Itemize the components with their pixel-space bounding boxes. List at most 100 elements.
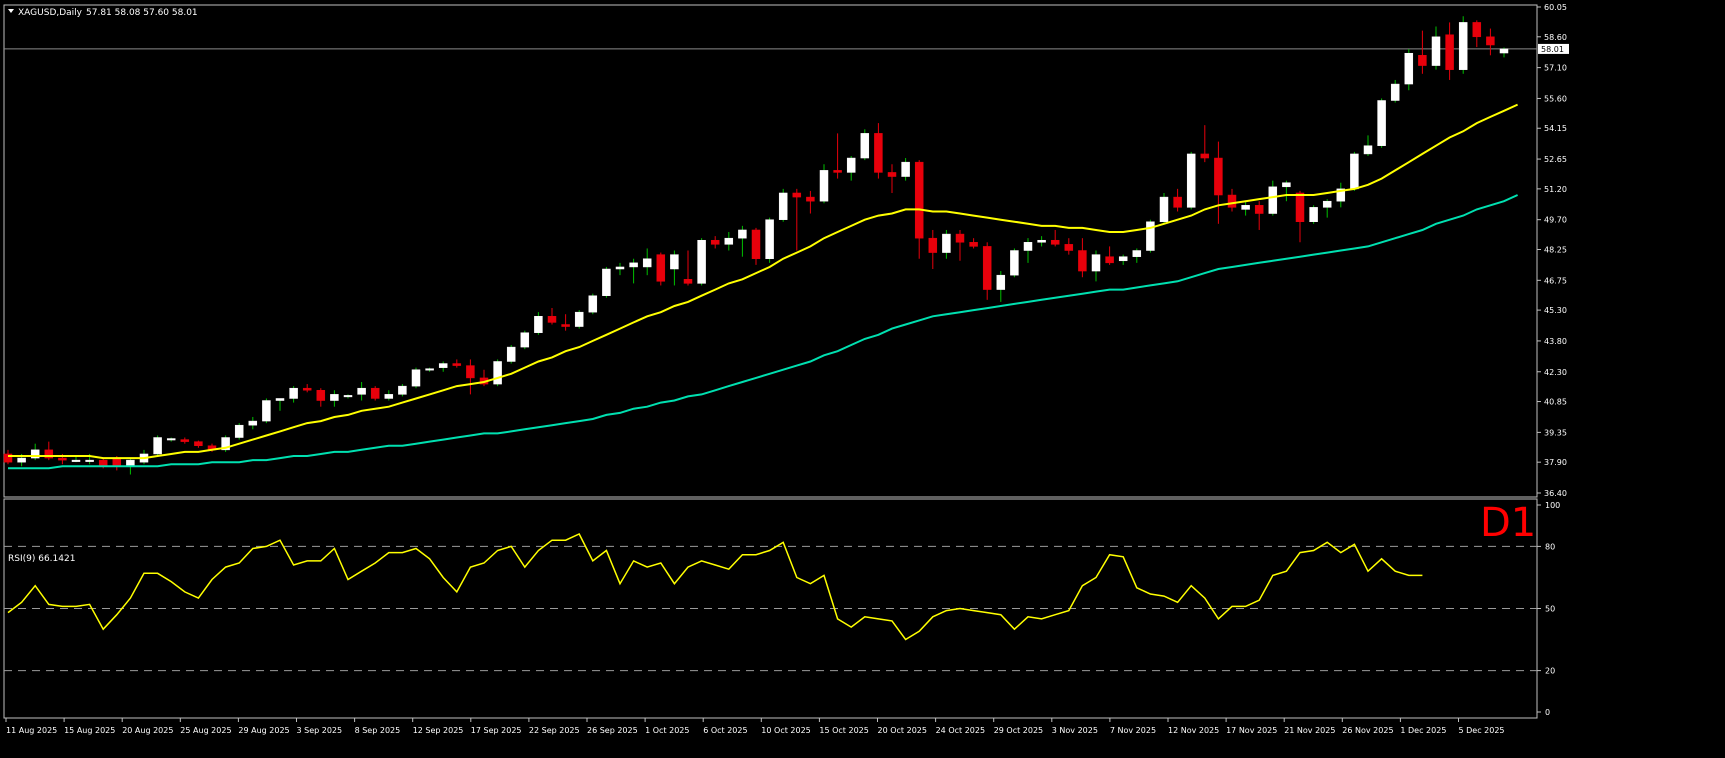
dropdown-triangle-icon[interactable] — [8, 9, 14, 13]
candle-body — [452, 363, 462, 366]
candle-body — [1254, 205, 1264, 214]
candle-body — [1309, 207, 1318, 222]
candle-body — [411, 369, 421, 387]
candle-body — [330, 394, 339, 401]
candle-body — [17, 457, 26, 463]
time-tick-label: 26 Sep 2025 — [587, 726, 638, 735]
candle-body — [1132, 250, 1142, 257]
pane-frames — [3, 4, 1538, 719]
price-tick-label: 36.40 — [1544, 489, 1567, 498]
time-tick-label: 20 Aug 2025 — [122, 726, 173, 735]
candle-body — [901, 161, 910, 177]
candle-body — [221, 437, 230, 451]
candle-body — [860, 133, 870, 159]
candle-body — [751, 229, 761, 259]
candle-body — [697, 239, 706, 284]
candle-body — [275, 398, 285, 401]
candles-layer — [3, 16, 1509, 475]
candle-body — [588, 295, 598, 313]
time-axis: 11 Aug 2025 15 Aug 2025 20 Aug 2025 25 Aug … — [5, 718, 1505, 735]
candle-body — [928, 237, 938, 253]
time-tick-label: 6 Oct 2025 — [703, 726, 747, 735]
candle-body — [466, 365, 475, 379]
candle-body — [357, 387, 366, 395]
candle-body — [234, 424, 244, 438]
rsi-tick-label: 20 — [1545, 667, 1555, 676]
price-tick-label: 42.30 — [1544, 368, 1567, 377]
time-tick-label: 26 Nov 2025 — [1342, 726, 1393, 735]
candle-body — [398, 385, 407, 395]
candle-body — [1418, 55, 1427, 66]
time-tick-label: 5 Dec 2025 — [1459, 726, 1505, 735]
price-tick-label: 54.15 — [1544, 124, 1567, 133]
price-tick-label: 43.80 — [1544, 337, 1567, 346]
time-tick-label: 20 Oct 2025 — [878, 726, 927, 735]
candle-body — [343, 395, 353, 398]
candle-body — [289, 387, 298, 399]
candle-body — [520, 332, 530, 348]
candle-body — [30, 449, 40, 459]
symbol-label: XAGUSD,Daily — [18, 8, 83, 18]
candle-body — [534, 316, 543, 333]
price-tick-label: 51.20 — [1544, 185, 1567, 194]
candle-body — [1200, 153, 1210, 159]
ma-fast-line — [8, 103, 1519, 460]
candle-body — [1268, 186, 1278, 214]
candle-body — [112, 457, 122, 467]
time-tick-label: 1 Oct 2025 — [645, 726, 689, 735]
candle-body — [1105, 256, 1114, 264]
candle-body — [506, 346, 516, 362]
candle-body — [85, 459, 94, 462]
candle-body — [1214, 157, 1223, 196]
time-tick-label: 3 Nov 2025 — [1052, 726, 1098, 735]
rsi-label: RSI(9) 66.1421 — [8, 554, 75, 564]
candle-body — [833, 170, 842, 173]
candle-body — [262, 400, 271, 422]
candle-body — [629, 262, 638, 268]
time-tick-label: 15 Aug 2025 — [64, 726, 115, 735]
time-tick-label: 17 Nov 2025 — [1226, 726, 1277, 735]
candle-body — [71, 459, 81, 462]
rsi-tick-label: 50 — [1545, 605, 1555, 614]
candle-body — [3, 453, 13, 463]
rsi-tick-label: 80 — [1545, 542, 1555, 551]
price-tick-label: 57.10 — [1544, 64, 1567, 73]
price-tick-label: 58.60 — [1544, 33, 1567, 42]
candle-body — [1499, 48, 1509, 54]
rsi-tick-label: 100 — [1545, 501, 1560, 510]
time-tick-label: 11 Aug 2025 — [6, 726, 57, 735]
candle-body — [1350, 153, 1359, 190]
candle-body — [1282, 182, 1291, 188]
candle-body — [1458, 22, 1468, 70]
timeframe-badge: D1 — [1480, 500, 1536, 546]
candle-body — [370, 387, 380, 399]
candle-body — [302, 387, 312, 391]
time-tick-label: 29 Oct 2025 — [994, 726, 1043, 735]
price-tick-label: 55.60 — [1544, 94, 1567, 103]
candle-body — [642, 258, 652, 268]
candle-body — [914, 161, 924, 239]
candle-body — [942, 233, 951, 253]
price-tick-label: 52.65 — [1544, 155, 1567, 164]
candle-body — [493, 361, 502, 385]
candle-body — [1023, 242, 1033, 251]
time-tick-label: 3 Sep 2025 — [297, 726, 343, 735]
candle-body — [1118, 256, 1128, 262]
candle-body — [602, 268, 611, 296]
time-tick-label: 17 Sep 2025 — [471, 726, 522, 735]
candle-body — [710, 239, 720, 245]
time-tick-label: 7 Nov 2025 — [1110, 726, 1156, 735]
moving-averages-layer — [8, 103, 1519, 470]
candle-body — [765, 219, 774, 259]
candle-body — [792, 192, 802, 198]
candle-body — [887, 172, 897, 177]
candle-body — [806, 196, 815, 202]
candle-body — [982, 246, 992, 290]
rsi-pane: 100 80 50 20 0 — [4, 501, 1560, 717]
candle-body — [1186, 153, 1196, 208]
candle-body — [1241, 205, 1250, 210]
candle-body — [969, 242, 978, 247]
candle-body — [656, 254, 666, 282]
price-tick-label: 40.85 — [1544, 398, 1567, 407]
candle-body — [248, 420, 258, 426]
